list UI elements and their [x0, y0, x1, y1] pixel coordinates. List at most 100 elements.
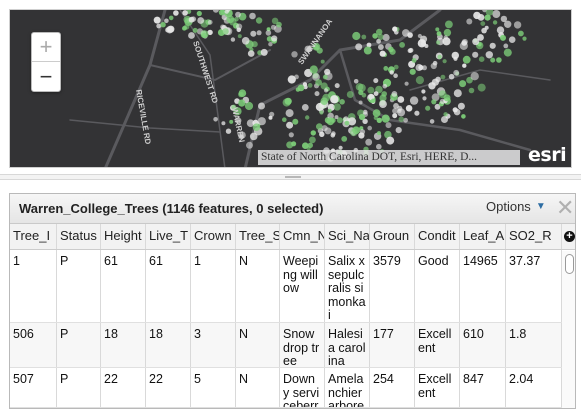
tree-feature-point[interactable] [246, 141, 253, 149]
tree-feature-point[interactable] [285, 109, 294, 118]
scrollbar-thumb[interactable] [565, 254, 574, 274]
tree-feature-point[interactable] [448, 73, 455, 80]
tree-feature-point[interactable] [478, 56, 485, 62]
column-header[interactable]: Tree_I [10, 224, 57, 249]
tree-feature-point[interactable] [271, 35, 278, 42]
tree-feature-point[interactable] [153, 16, 161, 24]
tree-feature-point[interactable] [367, 86, 375, 94]
table-row[interactable]: 1 P 61 61 1 N Weeping willow Salix x sep… [10, 250, 562, 323]
tree-feature-point[interactable] [398, 116, 405, 123]
tree-feature-point[interactable] [358, 100, 363, 105]
tree-feature-point[interactable] [192, 27, 198, 33]
tree-feature-point[interactable] [382, 83, 388, 89]
tree-feature-point[interactable] [484, 14, 491, 21]
tree-feature-point[interactable] [320, 97, 329, 105]
tree-feature-point[interactable] [305, 115, 310, 120]
tree-feature-point[interactable] [503, 48, 512, 57]
column-header[interactable]: Cmn_N [280, 224, 325, 249]
tree-feature-point[interactable] [485, 10, 494, 16]
tree-feature-point[interactable] [443, 112, 448, 117]
tree-feature-point[interactable] [316, 123, 323, 130]
tree-feature-point[interactable] [286, 121, 294, 129]
tree-feature-point[interactable] [268, 42, 273, 47]
tree-feature-point[interactable] [249, 132, 258, 141]
tree-feature-point[interactable] [288, 132, 294, 138]
tree-feature-point[interactable] [256, 30, 262, 36]
tree-feature-point[interactable] [436, 40, 441, 45]
tree-feature-point[interactable] [496, 57, 502, 63]
tree-feature-point[interactable] [266, 27, 271, 32]
tree-feature-point[interactable] [359, 129, 366, 135]
tree-feature-point[interactable] [291, 141, 297, 147]
tree-feature-point[interactable] [399, 42, 405, 48]
tree-feature-point[interactable] [440, 74, 446, 80]
tree-feature-point[interactable] [307, 83, 313, 88]
tree-feature-point[interactable] [292, 118, 299, 125]
tree-feature-point[interactable] [492, 20, 498, 25]
zoom-out-button[interactable]: − [39, 63, 53, 89]
tree-feature-point[interactable] [330, 133, 336, 138]
plus-circle-icon[interactable]: + [564, 231, 575, 242]
tree-feature-point[interactable] [473, 11, 481, 20]
tree-feature-point[interactable] [451, 51, 459, 60]
tree-feature-point[interactable] [470, 72, 479, 81]
tree-feature-point[interactable] [431, 99, 437, 105]
tree-feature-point[interactable] [384, 130, 392, 139]
tree-feature-point[interactable] [377, 131, 381, 136]
tree-feature-point[interactable] [504, 20, 512, 28]
tree-feature-point[interactable] [429, 119, 435, 124]
tree-feature-point[interactable] [319, 110, 324, 115]
tree-feature-point[interactable] [182, 25, 188, 31]
tree-feature-point[interactable] [389, 70, 394, 75]
column-menu-button[interactable]: + [562, 224, 575, 250]
tree-feature-point[interactable] [323, 88, 329, 93]
tree-feature-point[interactable] [271, 17, 279, 25]
tree-feature-point[interactable] [304, 45, 312, 53]
tree-feature-point[interactable] [425, 105, 431, 111]
tree-feature-point[interactable] [302, 82, 308, 87]
tree-feature-point[interactable] [352, 31, 361, 41]
tree-feature-point[interactable] [472, 38, 480, 46]
column-header[interactable]: Groun [370, 224, 415, 249]
splitter-grip-icon[interactable] [285, 176, 301, 178]
tree-feature-point[interactable] [327, 108, 332, 113]
tree-feature-point[interactable] [257, 117, 266, 126]
tree-feature-point[interactable] [330, 95, 339, 104]
tree-feature-point[interactable] [324, 68, 331, 75]
tree-feature-point[interactable] [432, 60, 438, 66]
tree-feature-point[interactable] [312, 42, 321, 51]
tree-feature-point[interactable] [418, 64, 424, 71]
tree-feature-point[interactable] [244, 101, 254, 111]
tree-feature-point[interactable] [381, 91, 388, 97]
tree-feature-point[interactable] [347, 117, 357, 126]
tree-feature-point[interactable] [376, 117, 382, 124]
tree-feature-point[interactable] [442, 59, 447, 64]
tree-feature-point[interactable] [373, 91, 379, 96]
tree-feature-point[interactable] [236, 23, 243, 30]
tree-feature-point[interactable] [385, 122, 392, 129]
tree-feature-point[interactable] [377, 34, 384, 40]
tree-feature-point[interactable] [357, 83, 366, 92]
map-canvas[interactable]: RICEVILLE RD SOUTHWEST RD SWANNANOA WARR… [10, 10, 572, 168]
table-row[interactable]: 507 P 22 22 5 N Downy serviceberry Amela… [10, 368, 562, 408]
tree-feature-point[interactable] [420, 35, 428, 43]
tree-feature-point[interactable] [218, 10, 225, 16]
tree-feature-point[interactable] [386, 136, 395, 145]
tree-feature-point[interactable] [405, 105, 413, 112]
tree-feature-point[interactable] [414, 110, 420, 116]
tree-feature-point[interactable] [453, 108, 461, 116]
tree-feature-point[interactable] [457, 102, 465, 110]
tree-feature-point[interactable] [388, 46, 394, 53]
tree-feature-point[interactable] [173, 10, 179, 16]
tree-feature-point[interactable] [197, 17, 205, 24]
tree-feature-point[interactable] [324, 127, 332, 135]
tree-feature-point[interactable] [365, 138, 373, 146]
tree-feature-point[interactable] [336, 117, 343, 124]
tree-feature-point[interactable] [287, 75, 296, 84]
tree-feature-point[interactable] [224, 10, 229, 14]
tree-feature-point[interactable] [422, 65, 427, 71]
tree-feature-point[interactable] [322, 74, 328, 80]
tree-feature-point[interactable] [477, 83, 486, 92]
tree-feature-point[interactable] [200, 30, 209, 39]
tree-feature-point[interactable] [392, 26, 398, 32]
